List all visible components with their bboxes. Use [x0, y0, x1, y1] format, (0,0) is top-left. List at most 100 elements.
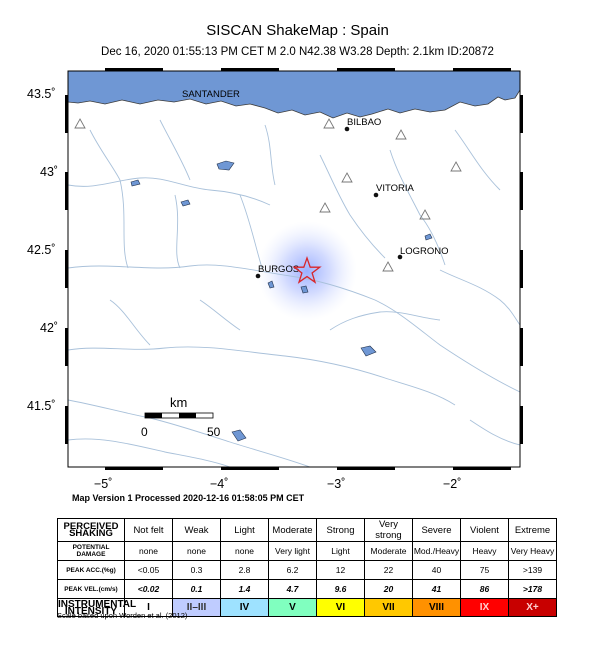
intensity-cell: II–III: [172, 598, 221, 617]
axis-labels: 43.5˚ 43˚ 42.5˚ 42˚ 41.5˚ −5˚ −4˚ −3˚ −2…: [27, 87, 461, 491]
intensity-cell: IV: [220, 598, 269, 617]
legend-cell: Very strong: [364, 518, 413, 542]
intensity-cell: X+: [508, 598, 557, 617]
legend-cell: 22: [364, 560, 413, 580]
triangle-icon: [382, 261, 394, 272]
legend-cell: Very Heavy: [508, 541, 557, 561]
triangle-icon: [323, 118, 335, 129]
city-label-vitoria: VITORIA: [376, 183, 414, 194]
legend-cell: none: [172, 541, 221, 561]
lon-tick: −5˚: [94, 477, 112, 491]
legend-cell: 6.2: [268, 560, 317, 580]
legend-cell: 2.8: [220, 560, 269, 580]
scale-max: 50: [207, 425, 221, 439]
legend-cell: Extreme: [508, 518, 557, 542]
lon-tick: −4˚: [210, 477, 228, 491]
frame-ticks: [65, 68, 523, 470]
city-dot-vitoria: [373, 192, 379, 198]
triangle-icon: [319, 202, 331, 213]
scale-min: 0: [141, 425, 148, 439]
legend-cell: 86: [460, 579, 509, 599]
city-label-santander: SANTANDER: [182, 89, 240, 100]
sea-area: [68, 71, 520, 119]
legend-cell: Moderate: [268, 518, 317, 542]
legend-cell: Very light: [268, 541, 317, 561]
event-info: Dec 16, 2020 01:55:13 PM CET M 2.0 N42.3…: [101, 46, 494, 58]
city-label-logrono: LOGRONO: [400, 246, 449, 257]
city-label-burgos: BURGOS: [258, 264, 299, 275]
lat-tick: 42.5˚: [27, 243, 56, 257]
legend-cell: 41: [412, 579, 461, 599]
legend-cell: Violent: [460, 518, 509, 542]
intensity-legend: PERCEIVED SHAKING Not felt Weak Light Mo…: [57, 518, 557, 617]
legend-row-shaking: PERCEIVED SHAKING Not felt Weak Light Mo…: [57, 518, 557, 542]
legend-cell: <0.02: [124, 579, 173, 599]
legend-cell: Heavy: [460, 541, 509, 561]
scale-unit: km: [170, 395, 187, 410]
city-dot-logrono: [397, 254, 403, 260]
legend-cell: Mod./Heavy: [412, 541, 461, 561]
legend-row-label: PEAK ACC.(%g): [57, 560, 125, 580]
intensity-cell: VI: [316, 598, 365, 617]
reservoirs: [130, 160, 433, 442]
city-dot-bilbao: [344, 126, 350, 132]
legend-row-damage: POTENTIAL DAMAGE none none none Very lig…: [57, 541, 557, 561]
legend-row-acc: PEAK ACC.(%g) <0.05 0.3 2.8 6.2 12 22 40…: [57, 560, 557, 580]
legend-cell: 12: [316, 560, 365, 580]
station-triangles: [74, 118, 462, 272]
version-text: Map Version 1 Processed 2020-12-16 01:58…: [72, 493, 305, 503]
lon-tick: −2˚: [443, 477, 461, 491]
legend-row-label: POTENTIAL DAMAGE: [57, 541, 125, 561]
triangle-icon: [450, 161, 462, 172]
legend-cell: <0.05: [124, 560, 173, 580]
legend-cell: 4.7: [268, 579, 317, 599]
legend-cell: 1.4: [220, 579, 269, 599]
star-icon: [292, 256, 322, 284]
intensity-cell: I: [124, 598, 173, 617]
rivers: [68, 119, 520, 467]
city-dot-burgos: [255, 273, 261, 279]
intensity-cell: IX: [460, 598, 509, 617]
legend-cell: 0.1: [172, 579, 221, 599]
legend-cell: Severe: [412, 518, 461, 542]
intensity-cell: V: [268, 598, 317, 617]
legend-row-label: INSTRUMENTAL INTENSITY: [57, 598, 137, 617]
lat-tick: 43.5˚: [27, 87, 56, 101]
legend-cell: none: [220, 541, 269, 561]
map-area: SANTANDER BILBAO VITORIA LOGRONO BURGOS …: [68, 71, 520, 467]
lon-tick: −3˚: [327, 477, 345, 491]
triangle-icon: [341, 172, 353, 183]
legend-row-label: PEAK VEL.(cm/s): [57, 579, 125, 599]
lat-tick: 42˚: [40, 321, 58, 335]
legend-row-vel: PEAK VEL.(cm/s) <0.02 0.1 1.4 4.7 9.6 20…: [57, 579, 557, 599]
legend-cell: Not felt: [124, 518, 173, 542]
legend-cell: 20: [364, 579, 413, 599]
lat-tick: 43˚: [40, 165, 58, 179]
legend-cell: >178: [508, 579, 557, 599]
triangle-icon: [74, 118, 86, 129]
intensity-cell: VII: [364, 598, 413, 617]
shaking-area: [257, 221, 357, 321]
triangle-icon: [395, 129, 407, 140]
legend-cell: 0.3: [172, 560, 221, 580]
legend-cell: Light: [220, 518, 269, 542]
scale-bar: km 0 50: [141, 395, 221, 439]
legend-cell: >139: [508, 560, 557, 580]
legend-cell: 40: [412, 560, 461, 580]
triangle-icon: [419, 209, 431, 220]
intensity-cell: VIII: [412, 598, 461, 617]
lat-tick: 41.5˚: [27, 399, 56, 413]
legend-cell: Strong: [316, 518, 365, 542]
footnote: Scale based upon Worden et al. (2012): [57, 611, 188, 620]
map-title: SISCAN ShakeMap : Spain: [206, 22, 389, 39]
legend-cell: 75: [460, 560, 509, 580]
legend-cell: none: [124, 541, 173, 561]
cities: SANTANDER BILBAO VITORIA LOGRONO BURGOS: [182, 89, 449, 279]
legend-cell: Light: [316, 541, 365, 561]
legend-cell: Moderate: [364, 541, 413, 561]
legend-cell: Weak: [172, 518, 221, 542]
legend-row-intensity: INSTRUMENTAL INTENSITY I II–III IV V VI …: [57, 598, 557, 617]
legend-row-label: PERCEIVED SHAKING: [57, 518, 125, 542]
city-label-bilbao: BILBAO: [347, 117, 381, 128]
